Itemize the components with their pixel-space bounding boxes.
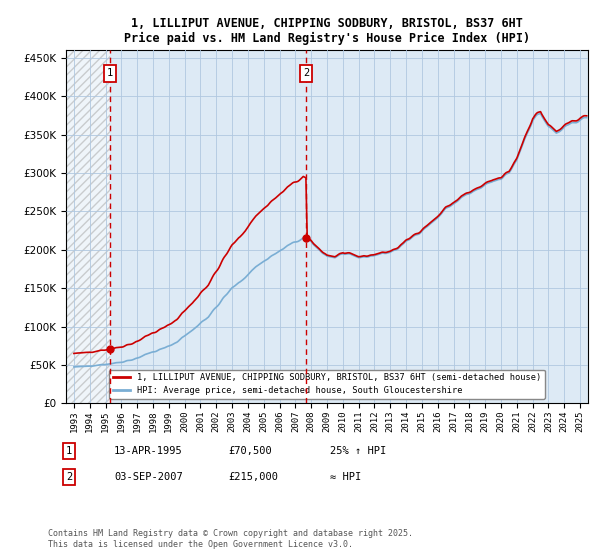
Text: £215,000: £215,000 [228, 472, 278, 482]
Text: 25% ↑ HPI: 25% ↑ HPI [330, 446, 386, 456]
Text: ≈ HPI: ≈ HPI [330, 472, 361, 482]
Polygon shape [66, 50, 110, 403]
Text: 03-SEP-2007: 03-SEP-2007 [114, 472, 183, 482]
Title: 1, LILLIPUT AVENUE, CHIPPING SODBURY, BRISTOL, BS37 6HT
Price paid vs. HM Land R: 1, LILLIPUT AVENUE, CHIPPING SODBURY, BR… [124, 17, 530, 45]
Legend: 1, LILLIPUT AVENUE, CHIPPING SODBURY, BRISTOL, BS37 6HT (semi-detached house), H: 1, LILLIPUT AVENUE, CHIPPING SODBURY, BR… [109, 370, 545, 399]
Text: 1: 1 [107, 68, 113, 78]
Text: 13-APR-1995: 13-APR-1995 [114, 446, 183, 456]
Text: £70,500: £70,500 [228, 446, 272, 456]
Text: 1: 1 [66, 446, 72, 456]
Text: Contains HM Land Registry data © Crown copyright and database right 2025.
This d: Contains HM Land Registry data © Crown c… [48, 529, 413, 549]
Text: 2: 2 [303, 68, 309, 78]
Text: 2: 2 [66, 472, 72, 482]
